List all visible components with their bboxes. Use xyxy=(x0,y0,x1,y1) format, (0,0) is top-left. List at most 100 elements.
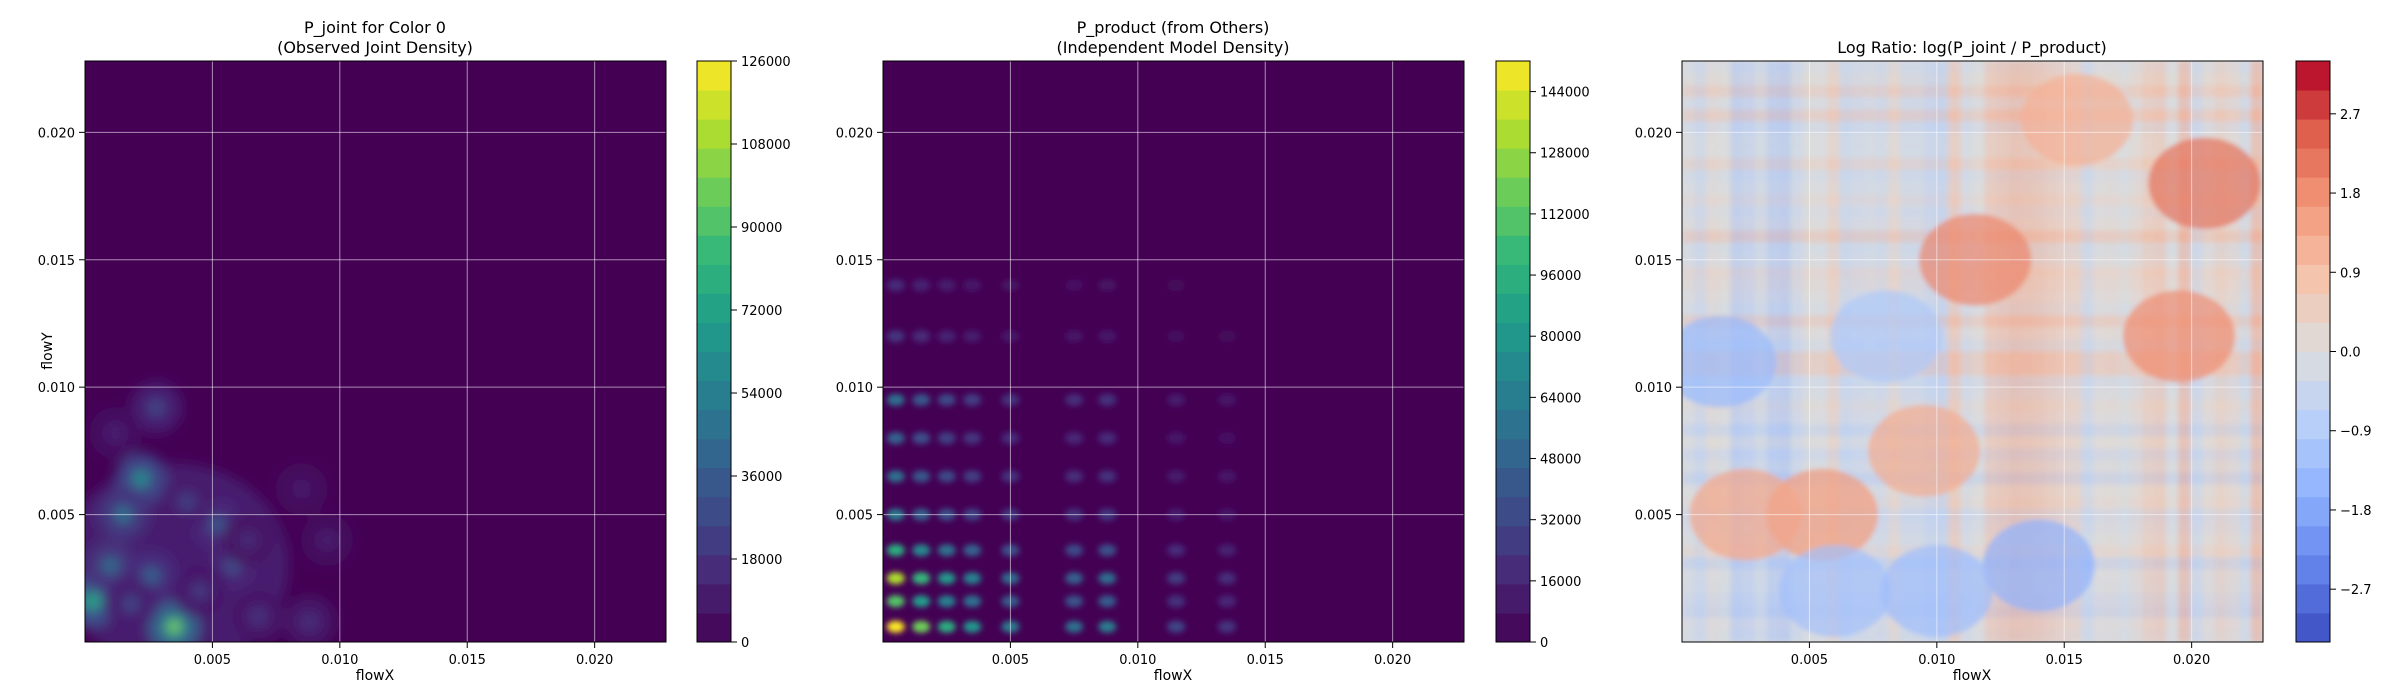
density-peak-core xyxy=(88,597,97,606)
colorbar-tick-label: 144000 xyxy=(1540,86,1590,101)
density-cell xyxy=(912,393,931,406)
ratio-band-v xyxy=(2250,61,2263,642)
colorbar-level xyxy=(1496,119,1530,149)
density-cell xyxy=(912,572,931,585)
density-peak-core xyxy=(152,403,161,412)
density-cell xyxy=(1218,544,1237,557)
y-tick-label: 0.015 xyxy=(1635,254,1672,269)
density-cell xyxy=(1167,595,1186,608)
density-cell xyxy=(937,572,956,585)
colorbar-level xyxy=(697,148,731,178)
density-cell xyxy=(912,279,931,292)
colorbar-tick-label: 54000 xyxy=(741,387,782,402)
y-tick-label: 0.010 xyxy=(836,381,873,396)
colorbar-tick-label: 108000 xyxy=(741,138,791,153)
colorbar-level xyxy=(697,380,731,411)
ratio-band-v xyxy=(1972,61,1985,642)
density-peak-core xyxy=(323,536,332,545)
density-cell xyxy=(1065,544,1084,557)
density-cell xyxy=(1065,393,1084,406)
colorbar-level xyxy=(697,293,731,323)
density-peak-core xyxy=(147,571,156,580)
x-tick-label: 0.005 xyxy=(992,653,1029,668)
colorbar-level xyxy=(2296,235,2330,265)
grid-lines xyxy=(85,61,666,642)
grid-lines xyxy=(883,61,1464,642)
density-cell xyxy=(886,393,905,406)
colorbar-level xyxy=(2296,467,2330,498)
colorbar-tick-label: 80000 xyxy=(1540,330,1581,345)
plot-frame xyxy=(882,60,1465,643)
y-tick-label: 0.015 xyxy=(38,254,75,269)
colorbar-level xyxy=(2296,351,2330,382)
colorbar-level xyxy=(1496,525,1530,556)
density-cell xyxy=(886,330,905,343)
colorbar-level xyxy=(1496,90,1530,120)
chart-title-line2: (Independent Model Density) xyxy=(1057,38,1290,57)
density-cell xyxy=(963,470,982,483)
density-cell xyxy=(1167,330,1186,343)
colorbar-level xyxy=(2296,583,2330,614)
colorbar-level xyxy=(697,554,731,585)
colorbar-level xyxy=(2296,206,2330,236)
plot-frame xyxy=(84,60,667,643)
density-cell xyxy=(1218,470,1237,483)
ratio-band-v xyxy=(2117,61,2130,642)
y-tick-label: 0.010 xyxy=(38,381,75,396)
ratio-band-v xyxy=(1936,61,1949,642)
chart-title: Log Ratio: log(P_joint / P_product) xyxy=(1837,38,2107,58)
colorbar-level xyxy=(1496,322,1530,352)
y-tick-label: 0.005 xyxy=(38,509,75,524)
colorbar-tick-label: 96000 xyxy=(1540,269,1581,284)
x-tick-label: 0.020 xyxy=(2173,653,2210,668)
density-cell xyxy=(963,330,982,343)
density-cell xyxy=(1098,432,1117,445)
density-cell xyxy=(1098,620,1117,633)
colorbar-tick-label: 16000 xyxy=(1540,575,1581,590)
density-cell xyxy=(963,393,982,406)
colorbar-level xyxy=(1496,467,1530,498)
colorbar-level xyxy=(2296,322,2330,352)
density-cell xyxy=(1167,470,1186,483)
colorbar-level xyxy=(1496,264,1530,294)
ratio-region xyxy=(1778,545,1891,637)
density-cell xyxy=(1098,279,1117,292)
density-cell xyxy=(1065,572,1084,585)
density-cell xyxy=(912,620,931,633)
colorbar-level xyxy=(2296,525,2330,556)
x-tick-label: 0.020 xyxy=(576,653,613,668)
ratio-region xyxy=(2122,290,2235,383)
x-axis-label: flowX xyxy=(1953,668,1992,684)
density-cell xyxy=(1167,393,1186,406)
density-cell xyxy=(963,544,982,557)
colorbar-level xyxy=(697,409,731,440)
density-peak-core xyxy=(106,561,115,570)
density-cell xyxy=(1167,279,1186,292)
density-cell xyxy=(1065,330,1084,343)
density-cell xyxy=(1218,330,1237,343)
density-cell xyxy=(912,330,931,343)
density-peak-core xyxy=(213,520,222,529)
chart-title-line1: P_joint for Color 0 xyxy=(304,18,446,38)
ratio-band-v xyxy=(2105,61,2118,642)
colorbar-level xyxy=(1496,148,1530,178)
colorbar: 0 16000 32000 48000 64000 80000 96000 112000 128… xyxy=(1495,60,1590,651)
density-cell xyxy=(963,620,982,633)
plot-area xyxy=(85,61,666,642)
density-cell xyxy=(1065,279,1084,292)
colorbar-level xyxy=(1496,496,1530,527)
density-cell xyxy=(886,620,905,633)
colorbar-level xyxy=(697,496,731,527)
colorbar-level xyxy=(1496,438,1530,469)
colorbar-tick-label: 2.7 xyxy=(2340,108,2361,123)
density-peak-core xyxy=(228,561,237,570)
colorbar-level xyxy=(2296,612,2330,643)
colorbar-level xyxy=(697,90,731,120)
colorbar-level xyxy=(1496,612,1530,643)
ratio-band-v xyxy=(2093,61,2106,642)
colorbar-level xyxy=(1496,206,1530,236)
x-axis-label: flowX xyxy=(1154,668,1193,684)
ratio-region xyxy=(1829,290,1942,383)
ratio-band-v xyxy=(2033,61,2046,642)
colorbar-tick-label: −0.9 xyxy=(2340,425,2372,440)
